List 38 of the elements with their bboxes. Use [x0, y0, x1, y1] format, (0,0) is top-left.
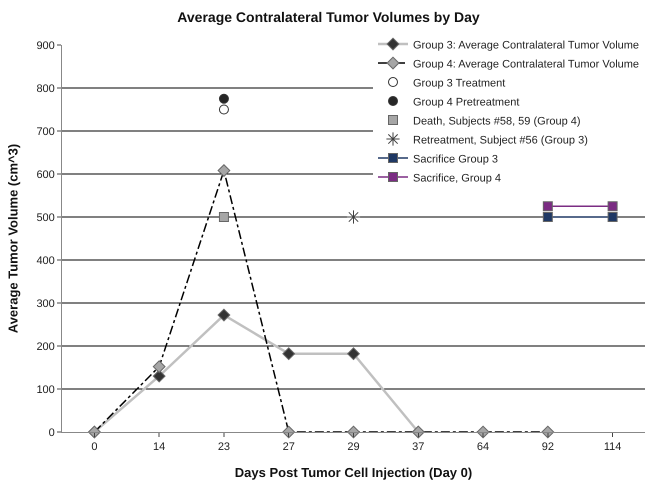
x-tick-label: 37 [412, 441, 424, 454]
y-tick-label: 100 [36, 384, 55, 396]
point [542, 201, 553, 212]
legend-label: Death, Subjects #58, 59 (Group 4) [413, 115, 581, 128]
x-tick-label: 92 [542, 441, 554, 454]
y-tick-label: 700 [36, 126, 55, 138]
legend-label: Group 4 Pretreatment [413, 96, 520, 108]
point [218, 104, 229, 114]
x-tick-label: 29 [347, 441, 360, 454]
y-tick-label: 900 [36, 40, 55, 52]
y-tick-label: 200 [36, 340, 55, 353]
legend-label: Group 3 Treatment [413, 77, 506, 90]
point [608, 201, 618, 212]
point [608, 212, 618, 222]
x-tick-label: 0 [91, 441, 98, 454]
y-axis-title: Average Tumor Volume (cm^3) [5, 144, 20, 334]
point [218, 212, 229, 222]
y-tick-label: 500 [36, 212, 55, 224]
x-tick-label: 23 [218, 441, 230, 454]
x-tick-label: 114 [604, 441, 622, 454]
legend-label: Sacrifice Group 3 [413, 153, 498, 166]
y-tick-label: 300 [36, 298, 55, 310]
legend-label: Retreatment, Subject #56 (Group 3) [413, 134, 588, 146]
chart-title: Average Contralateral Tumor Volumes by Day [177, 9, 480, 26]
y-tick-label: 600 [36, 168, 55, 181]
y-tick-label: 800 [36, 82, 55, 95]
x-tick-label: 14 [153, 441, 166, 454]
legend-label: Group 3: Average Contralateral Tumor Volume [413, 39, 640, 52]
legend-label: Sacrifice, Group 4 [413, 172, 502, 184]
point [346, 210, 361, 224]
legend-label: Group 4: Average Contralateral Tumor Volume [413, 58, 640, 70]
x-tick-label: 27 [282, 441, 295, 454]
x-axis-title: Days Post Tumor Cell Injection (Day 0) [234, 464, 472, 480]
point [542, 212, 553, 222]
point [218, 94, 229, 104]
y-tick-label: 0 [48, 426, 55, 439]
y-tick-label: 400 [36, 254, 55, 267]
x-tick-label: 64 [476, 441, 490, 454]
